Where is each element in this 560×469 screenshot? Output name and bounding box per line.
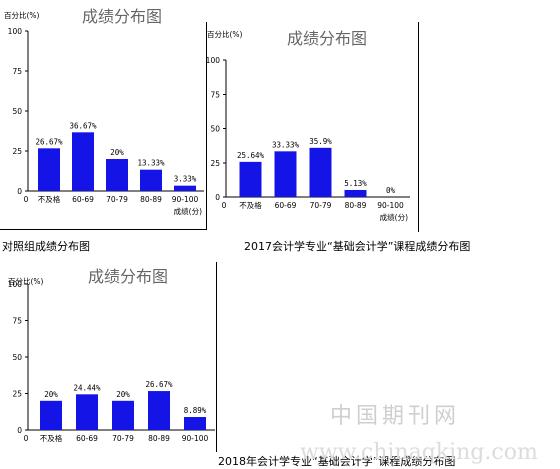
caption-chart-3: 2018年会计学专业“基础会计学”课程成绩分布图 [218,455,456,468]
caption-chart-2: 2017会计学专业“基础会计学”课程成绩分布图 [244,240,471,253]
data-label: 20% [110,148,124,157]
data-label: 20% [44,390,58,399]
x-tick-label: 90-100 [377,201,404,210]
bar [106,159,128,191]
y-tick-label: 25 [12,390,22,399]
chart-2-right-border [418,22,419,232]
x-origin-label: 0 [24,195,29,204]
data-label: 0% [386,186,396,195]
x-tick-label: 不及格 [239,200,262,210]
y-tick-label: 75 [12,317,22,326]
bar [112,400,134,430]
x-tick-label: 60-69 [76,434,98,443]
chart-title: 成绩分布图 [82,7,162,26]
bar [38,148,60,191]
x-tick-label: 80-89 [140,195,162,204]
chart-3-right-border [216,262,217,452]
y-tick-label: 75 [12,67,22,76]
watermark-cn: 中国期刊网 [330,404,461,429]
data-label: 36.67% [69,121,97,130]
data-label: 35.9% [309,137,332,146]
x-tick-label: 80-89 [148,434,170,443]
x-axis-label: 成绩(分) [380,212,408,222]
bar [174,185,196,191]
bar [148,391,170,430]
y-tick-label: 0 [17,426,22,435]
y-tick-label: 50 [12,107,22,116]
y-tick-label: 25 [210,159,220,168]
x-tick-label: 70-79 [106,195,128,204]
bar [309,147,332,197]
chart-title: 成绩分布图 [88,267,168,286]
bar [344,189,367,197]
chart-3: 成绩分布图 百分比(%) 0 25 50 75 100 20% 不及格 24.44% 60-69 20… [8,267,215,443]
x-origin-label: 0 [24,434,29,443]
y-tick-label: 100 [8,27,23,36]
x-tick-label: 不及格 [38,194,61,204]
y-tick-label: 0 [17,187,22,196]
bar [239,161,262,197]
data-label: 33.33% [272,140,300,149]
data-label: 20% [116,390,130,399]
watermark-url: www.chinaqking.com [300,440,538,465]
x-tick-label: 不及格 [40,433,63,443]
y-tick-label: 100 [8,280,23,289]
x-axis-label: 成绩(分) [174,206,202,216]
data-label: 25.64% [237,151,265,160]
y-tick-label: 75 [210,90,220,99]
y-axis-label: 百分比(%) [4,10,40,20]
data-label: 8.89% [184,406,207,415]
bar [76,394,98,430]
x-tick-label: 80-89 [345,201,367,210]
bar [40,400,62,430]
data-label: 24.44% [73,383,101,392]
bar [72,132,94,191]
caption-chart-1: 对照组成绩分布图 [2,240,90,253]
bar [274,151,297,197]
x-tick-label: 90-100 [172,195,199,204]
bar [184,417,206,430]
chart-2: 成绩分布图 百分比(%) 0 25 50 75 100 25.64% 不及格 33.33% 60-6… [206,29,410,222]
y-tick-label: 50 [210,125,220,134]
x-tick-label: 60-69 [72,195,94,204]
y-axis-label: 百分比(%) [8,276,44,286]
data-label: 26.67% [145,380,173,389]
x-tick-label: 70-79 [112,434,134,443]
y-tick-label: 0 [215,193,220,202]
bar [140,169,162,191]
y-tick-label: 50 [12,353,22,362]
chart-title: 成绩分布图 [287,29,367,48]
chart-1-bottom-border [0,229,206,230]
data-label: 26.67% [35,137,63,146]
y-tick-label: 100 [206,56,221,65]
chart-2-left-border [206,22,207,230]
y-tick-label: 25 [12,147,22,156]
data-label: 3.33% [174,175,197,184]
y-axis-label: 百分比(%) [207,29,243,39]
x-tick-label: 60-69 [275,201,297,210]
data-label: 13.33% [137,159,165,168]
x-tick-label: 70-79 [310,201,332,210]
data-label: 5.13% [344,179,367,188]
x-origin-label: 0 [222,201,227,210]
chart-1: 成绩分布图 百分比(%) 0 25 50 75 100 26.67% 不及格 36.67% 60-6… [4,7,204,216]
x-tick-label: 90-100 [182,434,209,443]
